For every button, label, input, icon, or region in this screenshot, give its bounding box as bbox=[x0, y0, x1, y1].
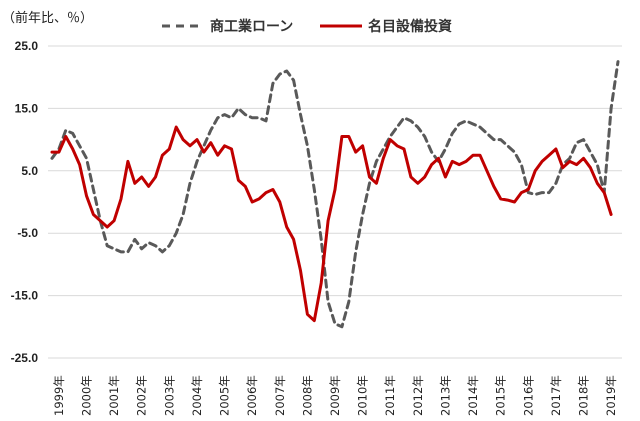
grid bbox=[48, 45, 622, 359]
x-tick-label: 2005年 bbox=[218, 375, 232, 416]
x-tick-label: 2016年 bbox=[521, 375, 535, 416]
legend-label-capex: 名目設備投資 bbox=[368, 18, 452, 35]
y-tick-label: -5.0 bbox=[17, 226, 38, 240]
x-tick-label: 2013年 bbox=[438, 375, 452, 416]
x-tick-label: 2008年 bbox=[300, 375, 314, 416]
y-tick-label: -25.0 bbox=[11, 351, 39, 365]
legend-item-loans: 商工業ローン bbox=[162, 18, 293, 35]
series-layer bbox=[50, 60, 620, 329]
y-axis: 25.0 15.0 5.0 -5.0 -15.0 -25.0 bbox=[11, 39, 39, 365]
x-tick-label: 2004年 bbox=[190, 375, 204, 416]
x-tick-label: 2003年 bbox=[162, 375, 176, 416]
x-tick-label: 2006年 bbox=[245, 375, 259, 416]
legend-label-loans: 商工業ローン bbox=[210, 18, 293, 35]
y-unit-label: （前年比、％） bbox=[2, 10, 93, 26]
series-line-loans bbox=[50, 60, 620, 329]
x-tick-label: 2002年 bbox=[135, 375, 149, 416]
legend: 商工業ローン 名目設備投資 bbox=[162, 18, 452, 35]
x-tick-label: 2012年 bbox=[411, 375, 425, 416]
x-tick-label: 2001年 bbox=[107, 375, 121, 416]
y-tick-label: -15.0 bbox=[11, 289, 39, 303]
y-tick-label: 5.0 bbox=[21, 164, 38, 178]
x-tick-label: 2015年 bbox=[494, 375, 508, 416]
x-tick-label: 2009年 bbox=[328, 375, 342, 416]
x-tick-label: 2014年 bbox=[466, 375, 480, 416]
x-tick-label: 2017年 bbox=[549, 375, 563, 416]
legend-item-capex: 名目設備投資 bbox=[320, 18, 452, 35]
y-tick-label: 15.0 bbox=[15, 101, 39, 115]
x-tick-label: 2010年 bbox=[356, 375, 370, 416]
series-line-capex bbox=[50, 125, 613, 323]
x-tick-label: 2007年 bbox=[273, 375, 287, 416]
x-tick-label: 2018年 bbox=[576, 375, 590, 416]
y-tick-label: 25.0 bbox=[15, 39, 39, 53]
x-tick-label: 1999年 bbox=[52, 375, 66, 416]
x-axis: 1999年 2000年 2001年 2002年 2003年 2004年 2005年 2006年… bbox=[52, 375, 618, 416]
x-tick-label: 2019年 bbox=[604, 375, 618, 416]
x-tick-label: 2000年 bbox=[80, 375, 94, 416]
x-tick-label: 2011年 bbox=[383, 375, 397, 416]
